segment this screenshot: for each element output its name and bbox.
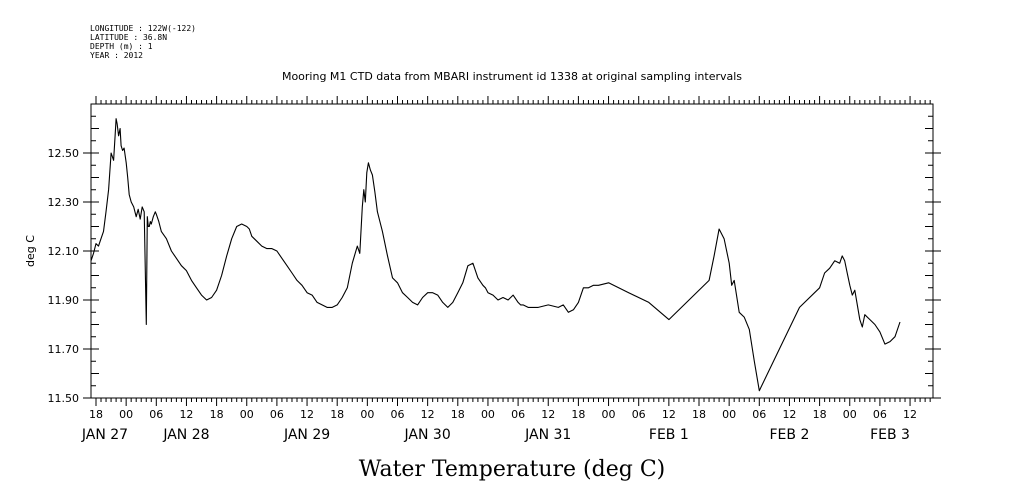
y-tick-label: 11.90 (48, 294, 80, 307)
x-day-label: FEB 3 (870, 427, 910, 443)
x-hour-label: 18 (89, 408, 103, 421)
x-hour-label: 12 (300, 408, 314, 421)
minor-ticks (95, 96, 931, 406)
y-axis-label: deg C (24, 235, 37, 267)
x-hour-label: 18 (692, 408, 706, 421)
x-hour-label: 12 (782, 408, 796, 421)
x-hour-label: 00 (722, 408, 736, 421)
x-hour-label: 00 (602, 408, 616, 421)
x-hour-label: 06 (149, 408, 163, 421)
plot-frame (90, 103, 934, 399)
x-hour-label: 06 (632, 408, 646, 421)
latitude-text: LATITUDE : 36.8N (90, 33, 167, 42)
x-day-label: FEB 2 (770, 427, 810, 443)
chart-title: Mooring M1 CTD data from MBARI instrumen… (282, 70, 742, 83)
x-hour-label: 18 (451, 408, 465, 421)
x-hour-label: 00 (481, 408, 495, 421)
mooring-metadata: LONGITUDE : 122W(-122) LATITUDE : 36.8N … (90, 24, 196, 60)
x-hour-label: 00 (360, 408, 374, 421)
x-day-label: JAN 28 (162, 427, 209, 443)
x-hour-label: 18 (210, 408, 224, 421)
x-axis: 18 00 06 12 18 00 06 12 18 00 06 12 18 00 06 12 18 00 06 12… (81, 408, 917, 443)
x-hour-label: 00 (119, 408, 133, 421)
x-hour-label: 12 (662, 408, 676, 421)
y-tick-label: 12.10 (48, 245, 80, 258)
series-group (90, 118, 901, 392)
x-hour-label: 06 (270, 408, 284, 421)
x-hour-label: 06 (752, 408, 766, 421)
x-hour-label: 12 (421, 408, 435, 421)
x-hour-label: 12 (903, 408, 917, 421)
x-axis-label: Water Temperature (deg C) (359, 457, 666, 482)
x-day-label: JAN 29 (283, 427, 330, 443)
x-hour-label: 00 (843, 408, 857, 421)
temperature-series-line (90, 118, 901, 392)
y-tick-label: 12.30 (48, 196, 80, 209)
x-hour-label: 06 (511, 408, 525, 421)
x-hour-label: 06 (873, 408, 887, 421)
x-hour-label: 18 (330, 408, 344, 421)
year-text: YEAR : 2012 (90, 51, 143, 60)
y-axis: 11.50 11.70 11.90 12.10 12.30 12.50 (48, 103, 941, 405)
longitude-text: LONGITUDE : 122W(-122) (90, 24, 196, 33)
y-tick-label: 11.70 (48, 343, 80, 356)
x-hour-label: 00 (240, 408, 254, 421)
x-hour-label: 18 (813, 408, 827, 421)
x-day-label: JAN 31 (524, 427, 571, 443)
y-tick-label: 11.50 (48, 392, 80, 405)
x-hour-label: 12 (541, 408, 555, 421)
x-hour-label: 06 (391, 408, 405, 421)
y-tick-label: 12.50 (48, 147, 80, 160)
x-day-label: JAN 30 (404, 427, 451, 443)
x-day-label: JAN 27 (81, 427, 128, 443)
depth-text: DEPTH (m) : 1 (90, 42, 153, 51)
x-hour-label: 12 (179, 408, 193, 421)
x-day-label: FEB 1 (649, 427, 689, 443)
x-hour-label: 18 (571, 408, 585, 421)
